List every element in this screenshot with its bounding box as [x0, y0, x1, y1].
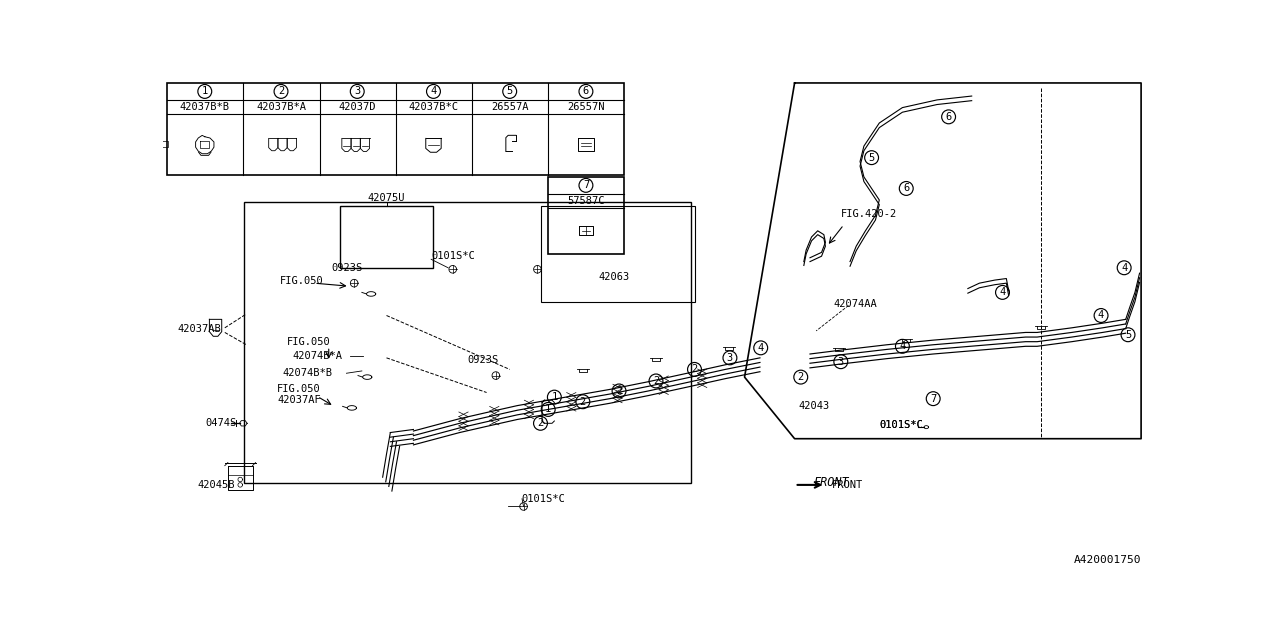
Text: 4: 4	[758, 343, 764, 353]
Text: 2: 2	[580, 397, 586, 407]
Text: FRONT: FRONT	[814, 476, 850, 489]
Text: 5: 5	[1125, 330, 1132, 340]
Text: 0101S*C: 0101S*C	[431, 252, 475, 261]
Bar	[540, 206, 695, 303]
Text: 0474S: 0474S	[206, 419, 237, 428]
Bar	[548, 177, 625, 254]
Text: 2: 2	[797, 372, 804, 382]
Text: 42074AA: 42074AA	[833, 299, 877, 309]
Text: 4: 4	[430, 86, 436, 97]
Bar	[244, 202, 691, 483]
Text: 42037AF: 42037AF	[278, 395, 321, 405]
Text: 4: 4	[1121, 263, 1128, 273]
Text: 42045B: 42045B	[198, 480, 236, 490]
Text: FIG.420-2: FIG.420-2	[841, 209, 897, 219]
Bar	[340, 206, 433, 268]
Text: 6: 6	[946, 112, 952, 122]
Text: 2: 2	[691, 364, 698, 374]
Text: 26557A: 26557A	[492, 102, 529, 112]
Text: 42043: 42043	[799, 401, 829, 412]
Text: 0101S*C: 0101S*C	[879, 420, 923, 430]
Text: 42037D: 42037D	[338, 102, 376, 112]
Text: 0101S*C: 0101S*C	[879, 420, 923, 430]
Text: 42063: 42063	[598, 272, 630, 282]
Text: 3: 3	[837, 356, 844, 367]
Text: 26557N: 26557N	[567, 102, 604, 112]
Text: 6: 6	[582, 86, 589, 97]
Text: 42074B*A: 42074B*A	[293, 351, 343, 360]
Text: 42037B*C: 42037B*C	[408, 102, 458, 112]
Text: 7: 7	[931, 394, 937, 404]
Bar	[168, 83, 625, 175]
Text: 42075U: 42075U	[367, 193, 406, 204]
Text: 1: 1	[545, 404, 552, 415]
Text: 2: 2	[616, 386, 622, 396]
Text: 1: 1	[552, 392, 558, 402]
Text: 5: 5	[868, 153, 874, 163]
Text: 3: 3	[355, 86, 361, 97]
Text: 6: 6	[904, 184, 909, 193]
Text: 42037AB: 42037AB	[177, 324, 221, 334]
Text: 7: 7	[582, 180, 589, 190]
Text: 2: 2	[653, 376, 659, 386]
Text: 0923S: 0923S	[332, 263, 362, 273]
Text: 3: 3	[727, 353, 733, 363]
Text: FIG.050: FIG.050	[280, 276, 324, 286]
Text: 0923S: 0923S	[467, 355, 499, 365]
Text: 42074B*B: 42074B*B	[283, 368, 333, 378]
Text: 42037B*B: 42037B*B	[179, 102, 230, 112]
Text: 2: 2	[538, 419, 544, 428]
Text: FRONT: FRONT	[832, 480, 863, 490]
Text: 4: 4	[1000, 287, 1006, 298]
Text: 4: 4	[900, 341, 905, 351]
Text: 57587C: 57587C	[567, 196, 604, 206]
Text: 0101S*C: 0101S*C	[521, 494, 564, 504]
Text: A420001750: A420001750	[1074, 556, 1140, 565]
Text: FIG.050: FIG.050	[287, 337, 330, 348]
Text: 5: 5	[507, 86, 513, 97]
Text: FIG.050: FIG.050	[278, 383, 321, 394]
Text: 4: 4	[1098, 310, 1105, 321]
Text: 2: 2	[278, 86, 284, 97]
Text: 1: 1	[202, 86, 207, 97]
Text: 42037B*A: 42037B*A	[256, 102, 306, 112]
